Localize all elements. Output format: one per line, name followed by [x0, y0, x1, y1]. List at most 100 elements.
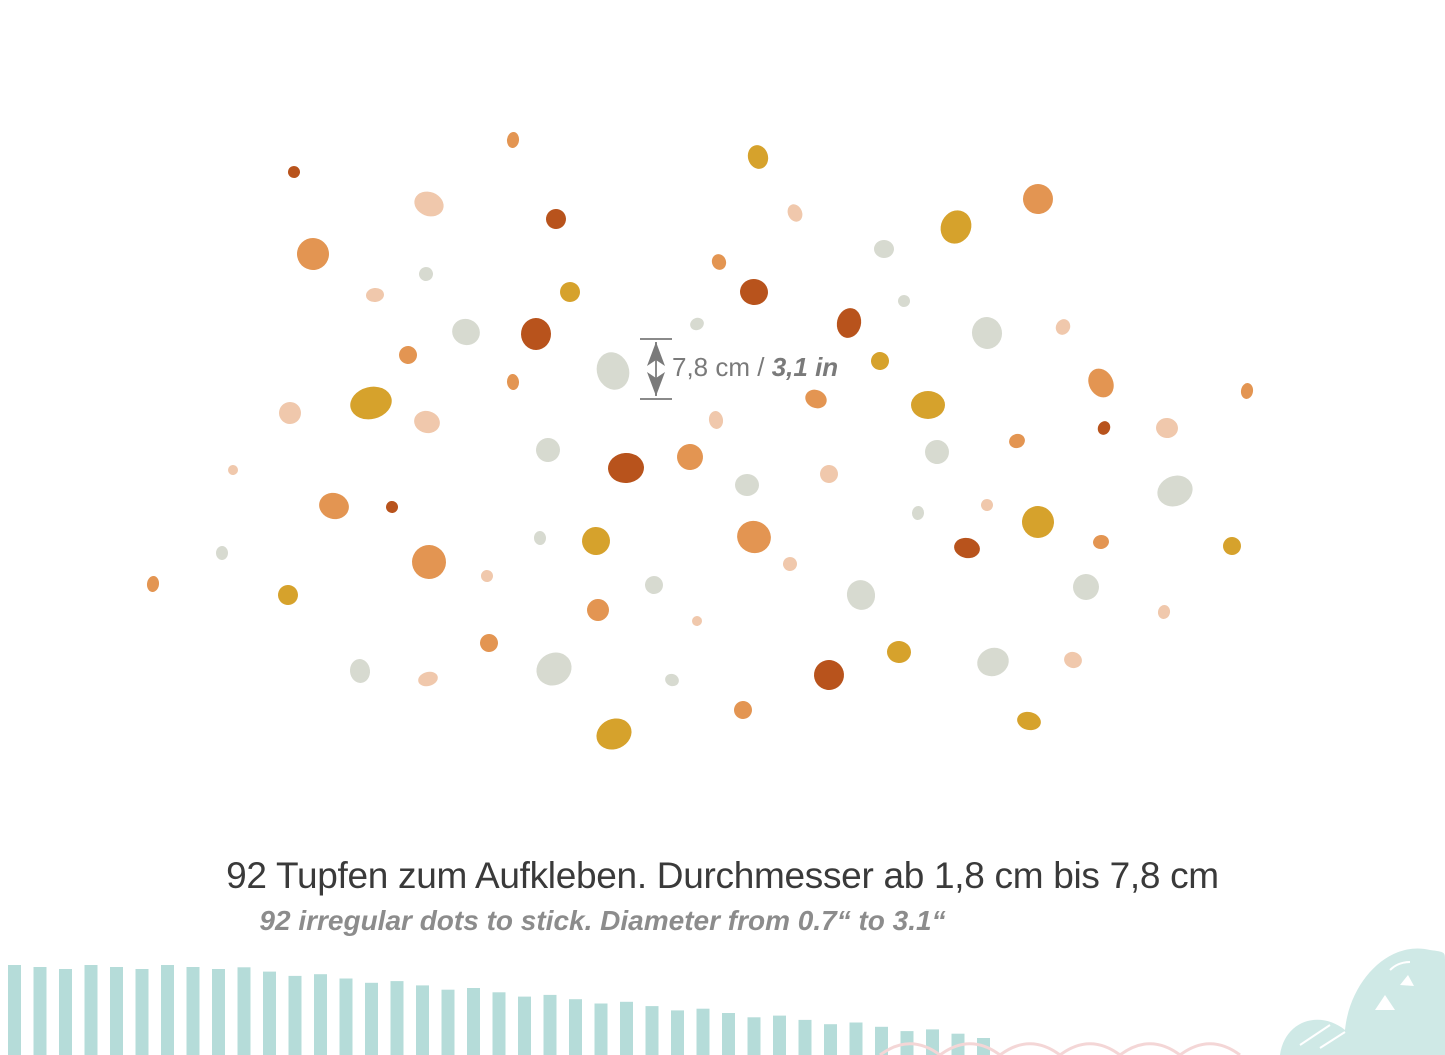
- stripe: [569, 999, 582, 1055]
- sticker-dot: [814, 660, 844, 690]
- stripe: [747, 1017, 761, 1055]
- sticker-dot: [836, 308, 862, 338]
- stripe: [773, 1015, 786, 1055]
- sticker-dot: [319, 492, 349, 520]
- sticker-dot: [677, 444, 703, 470]
- stripe: [824, 1024, 837, 1055]
- sticker-dot: [692, 616, 702, 626]
- sticker-dot: [228, 465, 238, 475]
- sticker-dot: [1073, 574, 1099, 600]
- sticker-dot: [288, 166, 300, 178]
- sticker-dot: [925, 440, 949, 464]
- sticker-dot: [596, 718, 632, 750]
- sticker-dot: [278, 585, 298, 605]
- sticker-dot: [1022, 506, 1054, 538]
- sticker-dot: [1055, 319, 1071, 335]
- stripe: [212, 969, 225, 1055]
- sticker-dot: [1093, 534, 1109, 550]
- sticker-dot: [708, 411, 724, 429]
- sticker-dot: [536, 652, 572, 686]
- sticker-dot: [846, 580, 876, 610]
- dots-illustration: [146, 132, 1254, 750]
- stripe: [33, 967, 47, 1055]
- sticker-dot: [297, 238, 329, 270]
- sticker-dot: [481, 570, 493, 582]
- sticker-dot: [735, 473, 759, 497]
- sticker-dot: [419, 267, 433, 281]
- sticker-dot: [350, 386, 392, 420]
- sticker-dot: [711, 254, 727, 270]
- stripe: [8, 965, 21, 1055]
- sticker-dot: [418, 671, 438, 687]
- stripe: [339, 978, 353, 1055]
- stripe: [722, 1013, 735, 1055]
- sticker-dot: [146, 576, 160, 592]
- sticker-dot: [740, 278, 768, 306]
- stripe: [84, 965, 98, 1055]
- measure-label: 7,8 cm / 3,1 in: [672, 352, 838, 383]
- measure-imperial: 3,1 in: [771, 352, 839, 382]
- sticker-dot: [587, 599, 609, 621]
- stripe: [849, 1022, 863, 1055]
- sticker-dot: [520, 318, 552, 350]
- stripe: [518, 996, 531, 1055]
- stripe: [365, 982, 378, 1055]
- sticker-dot: [1223, 537, 1241, 555]
- sticker-dot: [898, 295, 910, 307]
- stripe: [237, 967, 251, 1055]
- sticker-dot: [1023, 184, 1053, 214]
- sticker-dot: [506, 132, 520, 148]
- stripe: [161, 965, 174, 1055]
- sticker-dot: [1157, 605, 1171, 619]
- sticker-dot: [911, 391, 945, 419]
- sticker-dot: [645, 576, 663, 594]
- sticker-dot: [981, 499, 993, 511]
- stripe: [875, 1026, 888, 1055]
- sticker-dot: [747, 145, 769, 169]
- stripe: [798, 1019, 812, 1055]
- double-arrow-vertical-icon: [640, 338, 672, 400]
- sticker-dot: [279, 402, 301, 424]
- sticker-dot: [596, 352, 630, 390]
- stripe: [671, 1010, 684, 1055]
- stripe: [543, 994, 557, 1055]
- mountain-doodle-icon: [1280, 948, 1445, 1055]
- sticker-dot: [874, 239, 894, 259]
- sticker-dot: [1156, 417, 1178, 439]
- sticker-dot: [1240, 383, 1254, 399]
- sticker-dot: [546, 209, 566, 229]
- sticker-dot: [887, 640, 911, 664]
- stripe: [696, 1008, 710, 1055]
- sticker-dot: [414, 191, 444, 217]
- stripe: [288, 975, 302, 1055]
- stripe: [594, 1003, 608, 1055]
- sticker-dot: [1009, 433, 1025, 449]
- measure-metric: 7,8 cm: [672, 352, 751, 382]
- stripe: [492, 992, 506, 1055]
- sticker-dot: [787, 204, 803, 222]
- sticker-dot: [399, 346, 417, 364]
- sticker-dot: [940, 210, 972, 244]
- sticker-dot: [533, 531, 547, 545]
- caption-german: 92 Tupfen zum Aufkleben. Durchmesser ab …: [226, 855, 1219, 896]
- sticker-dot: [215, 546, 229, 560]
- sticker-dot: [366, 287, 384, 303]
- measure-separator: /: [750, 352, 772, 382]
- stripe: [186, 967, 200, 1055]
- sticker-dot: [737, 520, 771, 554]
- sticker-dot: [977, 647, 1009, 677]
- stripe: [314, 974, 327, 1055]
- stripe: [59, 969, 72, 1055]
- stripe: [416, 985, 429, 1055]
- striped-border-icon: [8, 965, 990, 1055]
- decorative-footer: [8, 948, 1445, 1055]
- sticker-dot: [690, 317, 704, 331]
- sticker-dot: [536, 438, 560, 462]
- sticker-dot: [734, 701, 752, 719]
- sticker-dot: [1017, 711, 1041, 731]
- sticker-dot: [560, 282, 580, 302]
- sticker-dot: [608, 452, 644, 484]
- sticker-dot: [480, 634, 498, 652]
- sticker-dot: [414, 410, 440, 434]
- stripe: [390, 981, 404, 1055]
